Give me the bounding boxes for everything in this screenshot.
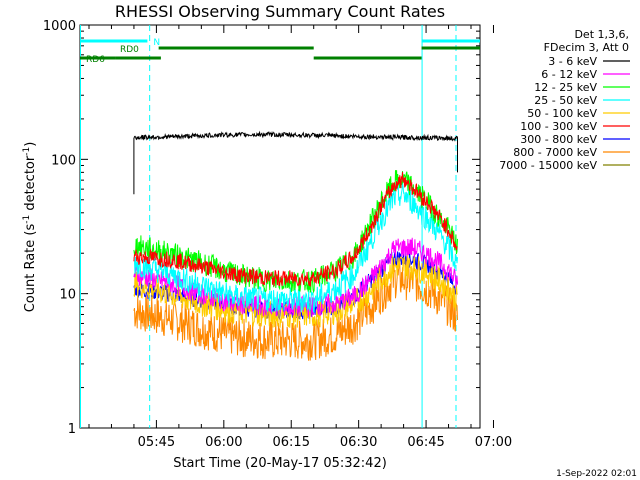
series-line-4 <box>133 254 458 328</box>
y-axis-label-sup1: -1 <box>22 215 32 224</box>
x-tick-label: 06:30 <box>340 435 377 450</box>
x-axis-label: Start Time (20-May-17 05:32:42) <box>173 456 387 471</box>
y-axis-label-sup2: -1 <box>22 147 32 156</box>
legend-label: 300 - 800 keV <box>520 133 597 146</box>
plot-area: 1 10 100 1000 05:45 06:00 06:15 06:30 06:45 07:00… <box>43 19 512 450</box>
series-line-7 <box>133 259 458 361</box>
x-tick-label: 05:45 <box>138 435 175 450</box>
x-tick-label: 06:45 <box>407 435 444 450</box>
legend-label: 3 - 6 keV <box>548 55 597 68</box>
legend-label: 7000 - 15000 keV <box>499 159 597 172</box>
legend-label: 12 - 25 keV <box>534 81 597 94</box>
status-bar-label: N <box>153 38 160 48</box>
footer-date: 1-Sep-2022 02:01 <box>556 469 637 479</box>
y-tick-label: 100 <box>51 153 76 168</box>
legend-label: 6 - 12 keV <box>541 68 597 81</box>
status-bar-label: RD0 <box>120 45 139 55</box>
series-line-5 <box>133 171 458 287</box>
legend-header-line1: Det 1,3,6, <box>574 28 629 41</box>
legend-label: 800 - 7000 keV <box>513 146 597 159</box>
legend-label: 100 - 300 keV <box>520 120 597 133</box>
y-tick-label: 1000 <box>43 19 76 34</box>
x-tick-label: 06:00 <box>205 435 242 450</box>
x-tick-label: 06:15 <box>273 435 310 450</box>
y-axis-label-end: ) <box>23 142 38 147</box>
legend-header-line2: FDecim 3, Att 0 <box>544 41 629 54</box>
y-axis-label: Count Rate (s-1 detector-1) <box>22 142 38 313</box>
y-tick-label: 10 <box>59 288 76 303</box>
plot-frame <box>79 24 481 429</box>
legend-label: 50 - 100 keV <box>527 107 597 120</box>
y-axis-label-mid: detector <box>23 155 38 215</box>
chart-title: RHESSI Observing Summary Count Rates <box>115 2 445 21</box>
series-line-3 <box>133 182 458 314</box>
y-axis-label-main: Count Rate (s <box>23 224 38 313</box>
y-tick-label: 1 <box>68 422 76 437</box>
series-line-0 <box>133 130 458 195</box>
legend-label: 25 - 50 keV <box>534 94 597 107</box>
x-tick-label: 07:00 <box>475 435 512 450</box>
status-bar-label: RD6 <box>86 55 105 65</box>
